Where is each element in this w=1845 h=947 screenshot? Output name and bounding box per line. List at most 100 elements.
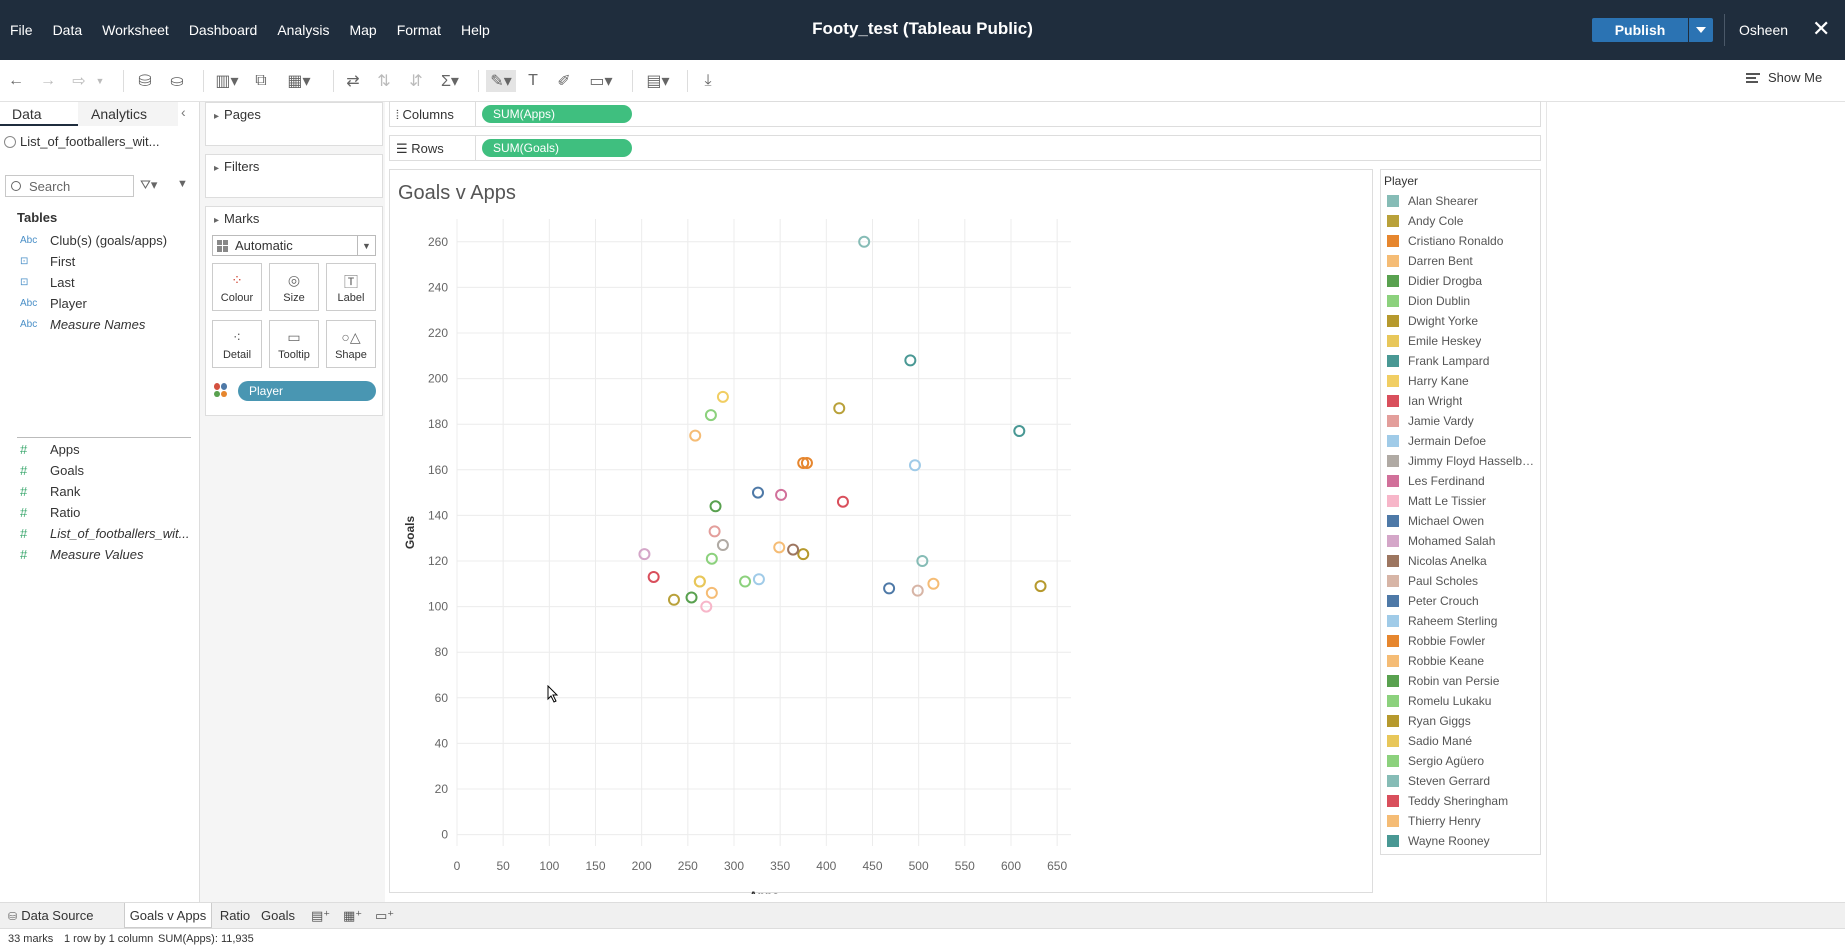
field-list-of-footballers-wit-[interactable]: # List_of_footballers_wit... [0, 523, 196, 544]
columns-shelf[interactable]: ⦙ Columns SUM(Apps) [389, 101, 1541, 127]
tab-goals-v-apps[interactable]: Goals v Apps [124, 903, 212, 928]
detail-button[interactable]: ⁖ Detail [212, 320, 262, 368]
data-point[interactable] [787, 543, 800, 556]
player-colour-pill[interactable]: Player [238, 381, 376, 401]
data-point[interactable] [709, 500, 722, 513]
legend-item[interactable]: Robbie Fowler [1387, 631, 1485, 651]
legend-item[interactable]: Peter Crouch [1387, 591, 1479, 611]
data-point[interactable] [667, 593, 680, 606]
filters-card[interactable]: Filters [205, 154, 383, 198]
data-point[interactable] [797, 456, 810, 469]
y-axis-label[interactable]: Goals [403, 516, 417, 550]
legend-item[interactable]: Romelu Lukaku [1387, 691, 1491, 711]
data-point[interactable] [708, 525, 721, 538]
search-input[interactable] [29, 178, 129, 194]
format-workbook-icon[interactable]: ✐ [557, 73, 571, 90]
data-point[interactable] [775, 488, 788, 501]
data-point[interactable] [638, 548, 651, 561]
pane-menu-icon[interactable]: ▼ [177, 178, 188, 190]
legend-item[interactable]: Harry Kane [1387, 371, 1469, 391]
legend-item[interactable]: Teddy Sheringham [1387, 791, 1508, 811]
rows-shelf[interactable]: ☰ Rows SUM(Goals) [389, 135, 1541, 161]
data-point[interactable] [858, 235, 871, 248]
show-me-button[interactable]: Show Me [1746, 70, 1822, 85]
publish-button[interactable]: Publish [1592, 18, 1688, 42]
legend-item[interactable]: Cristiano Ronaldo [1387, 231, 1503, 251]
data-point[interactable] [739, 575, 752, 588]
data-point[interactable] [911, 584, 924, 597]
datasource-item[interactable]: List_of_footballers_wit... [4, 134, 159, 149]
undo-icon[interactable]: ← [8, 72, 24, 89]
legend-item[interactable]: Michael Owen [1387, 511, 1484, 531]
data-point[interactable] [716, 539, 729, 552]
menu-item-format[interactable]: Format [396, 22, 442, 38]
worksheet-canvas[interactable]: Goals v Apps 0 50 100 150 200 250 300 350 400 450… [389, 169, 1373, 894]
search-box[interactable] [5, 175, 134, 197]
pause-updates-icon[interactable]: ⛀ [170, 73, 184, 90]
data-point[interactable] [689, 429, 702, 442]
field-player[interactable]: Abc Player [0, 293, 196, 314]
legend-item[interactable]: Alan Shearer [1387, 191, 1478, 211]
clear-sheet-icon[interactable]: ▦▾ [287, 73, 311, 90]
data-point[interactable] [916, 555, 929, 567]
filter-icon[interactable]: ⛛▾ [140, 177, 158, 192]
shape-button[interactable]: ○△ Shape [326, 320, 376, 368]
highlight-icon[interactable]: ✎▾ [486, 70, 516, 92]
data-point[interactable] [833, 402, 846, 415]
tab-analytics[interactable]: Analytics [78, 102, 178, 126]
legend-item[interactable]: Sadio Mané [1387, 731, 1472, 751]
data-point[interactable] [647, 570, 660, 583]
legend-item[interactable]: Emile Heskey [1387, 331, 1481, 351]
download-icon[interactable]: ⤓ [704, 72, 712, 89]
legend-item[interactable]: Sergio Agüero [1387, 751, 1484, 771]
fit-icon[interactable]: ▭▾ [589, 73, 613, 90]
redo-icon[interactable]: → [40, 72, 56, 89]
sort-descending-icon[interactable]: ⇵ [409, 73, 423, 90]
field-last[interactable]: ⊡ Last [0, 272, 196, 293]
menu-item-analysis[interactable]: Analysis [277, 22, 330, 38]
legend-item[interactable]: Thierry Henry [1387, 811, 1481, 831]
field-club-s-goals-apps-[interactable]: Abc Club(s) (goals/apps) [0, 230, 196, 251]
legend-item[interactable]: Paul Scholes [1387, 571, 1478, 591]
menu-item-file[interactable]: File [10, 22, 33, 38]
totals-icon[interactable]: Σ▾ [441, 73, 459, 90]
field-measure-names[interactable]: Abc Measure Names [0, 314, 196, 335]
tab-goals[interactable]: Goals [261, 908, 295, 923]
legend-item[interactable]: Robbie Keane [1387, 651, 1484, 671]
replay-icon[interactable]: ⇨ [72, 73, 86, 90]
legend-item[interactable]: Jimmy Floyd Hasselbaink [1387, 451, 1536, 471]
data-point[interactable] [693, 575, 706, 588]
data-point[interactable] [800, 456, 813, 469]
sort-ascending-icon[interactable]: ⇅ [377, 73, 391, 90]
show-labels-icon[interactable]: T [528, 72, 538, 89]
legend-item[interactable]: Wayne Rooney [1387, 831, 1490, 851]
data-point[interactable] [705, 586, 718, 599]
legend-item[interactable]: Ian Wright [1387, 391, 1462, 411]
data-point[interactable] [751, 486, 764, 499]
data-point[interactable] [1013, 425, 1026, 438]
data-point[interactable] [716, 390, 729, 403]
data-point[interactable] [908, 459, 921, 472]
legend-item[interactable]: Didier Drogba [1387, 271, 1482, 291]
data-point[interactable] [904, 354, 917, 367]
legend-item[interactable]: Les Ferdinand [1387, 471, 1485, 491]
legend-item[interactable]: Robin van Persie [1387, 671, 1499, 691]
swap-rows-columns-icon[interactable]: ⇄ [346, 73, 360, 90]
legend-item[interactable]: Mohamed Salah [1387, 531, 1495, 551]
columns-pill[interactable]: SUM(Apps) [482, 105, 632, 123]
field-apps[interactable]: # Apps [0, 439, 196, 460]
size-button[interactable]: ◎ Size [269, 263, 319, 311]
data-point[interactable] [836, 495, 849, 508]
new-worksheet-icon[interactable]: ▥▾ [215, 73, 239, 90]
publish-dropdown-button[interactable] [1689, 18, 1713, 42]
tab-data-source[interactable]: ⛁ Data Source [8, 903, 128, 928]
new-dashboard-tab-icon[interactable]: ▦⁺ [343, 908, 363, 923]
data-point[interactable] [927, 577, 940, 590]
legend-item[interactable]: Steven Gerrard [1387, 771, 1490, 791]
data-point[interactable] [773, 541, 786, 554]
legend-item[interactable]: Jamie Vardy [1387, 411, 1474, 431]
field-ratio[interactable]: # Ratio [0, 502, 196, 523]
mark-type-dropdown[interactable]: Automatic ▼ [212, 235, 376, 256]
colour-button[interactable]: ⁘ Colour [212, 263, 262, 311]
data-point[interactable] [752, 573, 765, 586]
